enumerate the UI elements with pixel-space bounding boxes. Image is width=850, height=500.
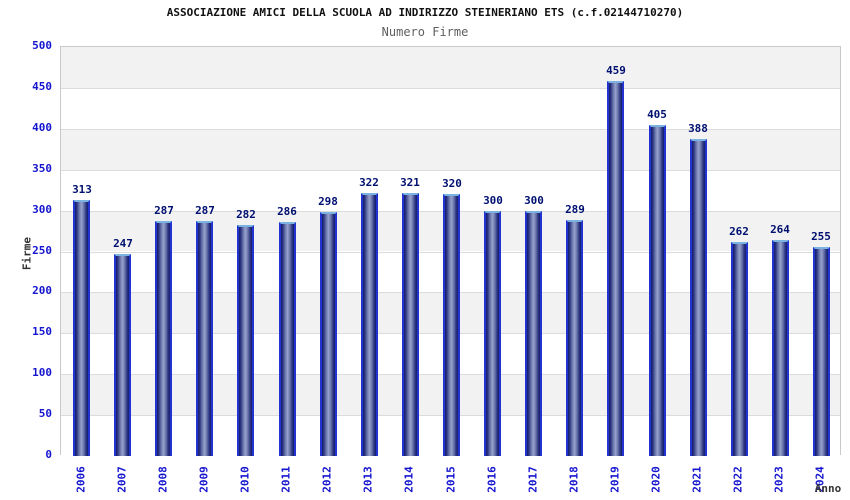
plot-band bbox=[61, 87, 840, 129]
bar-value-label: 282 bbox=[236, 208, 256, 221]
bar-value-label: 321 bbox=[400, 176, 420, 189]
bar-value-label: 286 bbox=[277, 205, 297, 218]
bar-2021 bbox=[690, 139, 707, 456]
x-tick-label: 2021 bbox=[690, 466, 704, 493]
x-tick-label: 2012 bbox=[320, 466, 334, 493]
bar-2017 bbox=[525, 211, 542, 456]
bar-2009 bbox=[196, 221, 213, 456]
bar-2022 bbox=[731, 242, 748, 456]
gridline bbox=[61, 170, 840, 171]
bar-value-label: 320 bbox=[442, 177, 462, 190]
x-tick-label: 2015 bbox=[444, 466, 458, 493]
chart-subtitle: Numero Firme bbox=[381, 25, 469, 39]
bar-value-label: 255 bbox=[811, 230, 831, 243]
x-tick-label: 2017 bbox=[526, 466, 540, 493]
bar-value-label: 388 bbox=[688, 122, 708, 135]
x-tick-label: 2016 bbox=[485, 466, 499, 493]
bar-value-label: 300 bbox=[524, 194, 544, 207]
y-tick-label: 0 bbox=[45, 448, 52, 461]
x-tick-label: 2008 bbox=[156, 466, 170, 493]
bar-value-label: 289 bbox=[565, 203, 585, 216]
y-tick-label: 400 bbox=[32, 121, 52, 134]
bar-2007 bbox=[114, 254, 131, 456]
bar-2008 bbox=[155, 221, 172, 456]
y-tick-label: 250 bbox=[32, 244, 52, 257]
x-tick-label: 2014 bbox=[402, 466, 416, 493]
x-tick-label: 2018 bbox=[567, 466, 581, 493]
x-tick-label: 2011 bbox=[279, 466, 293, 493]
bar-2020 bbox=[649, 125, 666, 456]
x-tick-label: 2019 bbox=[608, 466, 622, 493]
y-tick-label: 50 bbox=[38, 407, 52, 420]
bar-value-label: 287 bbox=[154, 204, 174, 217]
bar-2013 bbox=[361, 193, 378, 456]
bar-2006 bbox=[73, 200, 90, 456]
x-axis-label: Anno bbox=[814, 482, 842, 495]
bar-2019 bbox=[607, 81, 624, 456]
bar-2011 bbox=[279, 222, 296, 456]
x-tick-label: 2013 bbox=[361, 466, 375, 493]
y-tick-label: 350 bbox=[32, 162, 52, 175]
x-tick-label: 2010 bbox=[238, 466, 252, 493]
x-tick-label: 2006 bbox=[74, 466, 88, 493]
bar-2018 bbox=[566, 220, 583, 456]
y-tick-label: 300 bbox=[32, 203, 52, 216]
y-tick-label: 200 bbox=[32, 284, 52, 297]
y-tick-label: 500 bbox=[32, 39, 52, 52]
bar-value-label: 300 bbox=[483, 194, 503, 207]
chart-title: ASSOCIAZIONE AMICI DELLA SCUOLA AD INDIR… bbox=[166, 6, 684, 19]
bar-value-label: 459 bbox=[606, 64, 626, 77]
gridline bbox=[61, 129, 840, 130]
plot-area: 313 247 287 287 282 286 298 322 321 320 300 300 289 4… bbox=[60, 46, 841, 456]
bar-value-label: 264 bbox=[770, 223, 790, 236]
bar-value-label: 405 bbox=[647, 108, 667, 121]
x-tick-label: 2007 bbox=[115, 466, 129, 493]
bar-value-label: 313 bbox=[72, 183, 92, 196]
bar-value-label: 287 bbox=[195, 204, 215, 217]
gridline bbox=[61, 88, 840, 89]
bar-2024 bbox=[813, 247, 830, 456]
bar-value-label: 298 bbox=[318, 195, 338, 208]
x-tick-label: 2020 bbox=[649, 466, 663, 493]
bar-value-label: 247 bbox=[113, 237, 133, 250]
plot-band bbox=[61, 128, 840, 170]
x-tick-label: 2023 bbox=[772, 466, 786, 493]
bar-2012 bbox=[320, 212, 337, 456]
bar-2014 bbox=[402, 193, 419, 456]
bar-2015 bbox=[443, 194, 460, 456]
y-axis-label: Firme bbox=[20, 236, 34, 271]
bar-2010 bbox=[237, 225, 254, 456]
y-tick-label: 450 bbox=[32, 80, 52, 93]
y-tick-label: 150 bbox=[32, 325, 52, 338]
x-tick-label: 2022 bbox=[731, 466, 745, 493]
x-tick-label: 2009 bbox=[197, 466, 211, 493]
y-tick-label: 100 bbox=[32, 366, 52, 379]
bar-value-label: 322 bbox=[359, 176, 379, 189]
bar-2023 bbox=[772, 240, 789, 456]
plot-band bbox=[61, 47, 840, 88]
bar-2016 bbox=[484, 211, 501, 456]
bar-value-label: 262 bbox=[729, 225, 749, 238]
